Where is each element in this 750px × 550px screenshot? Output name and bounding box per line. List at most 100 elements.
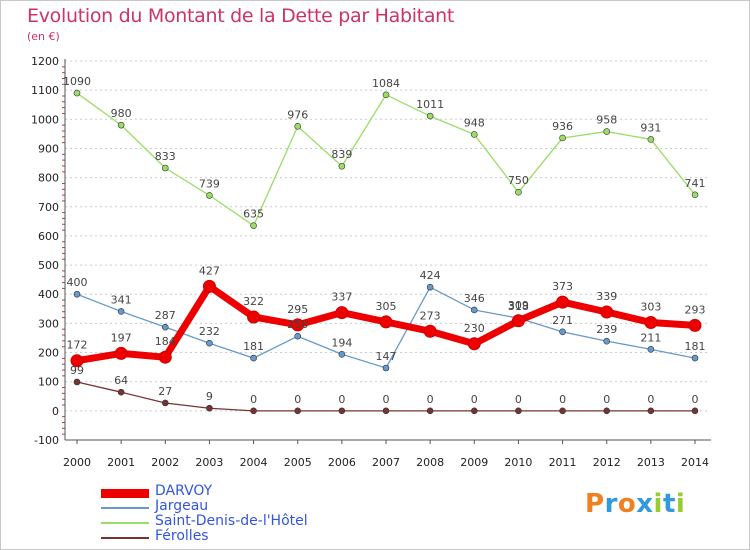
data-label: 427 [199,264,220,277]
data-label: 0 [427,393,434,406]
x-tick-label: 2005 [284,456,312,469]
legend-swatch [101,507,149,509]
y-tick-label: 1000 [31,113,59,126]
legend-label: Saint-Denis-de-l'Hôtel [155,513,308,529]
data-point [647,407,655,415]
data-point [73,378,81,386]
data-point [691,354,699,362]
data-label: 424 [420,269,441,282]
data-point [250,222,257,230]
y-tick-label: 200 [38,347,59,360]
data-label: 147 [376,350,397,363]
data-label: 0 [647,393,654,406]
data-point [158,350,172,364]
data-point [426,407,434,415]
data-point [691,191,699,199]
x-tick-label: 2008 [416,456,444,469]
y-tick-label: 1100 [31,84,59,97]
data-label: 739 [199,177,220,190]
data-point [382,407,390,415]
x-tick-label: 2004 [240,456,268,469]
data-point [250,354,257,362]
data-label: 958 [596,114,617,127]
data-label: 293 [685,303,706,316]
data-point [688,318,702,332]
x-tick-label: 2010 [504,456,532,469]
proxiti-logo: Proxiti [585,489,685,519]
data-label: 194 [331,336,352,349]
data-point [382,91,390,99]
data-label: 287 [155,309,176,322]
data-label: 230 [464,322,485,335]
logo-letter: o [617,489,637,519]
data-label: 9 [206,390,213,403]
series-lines [73,92,699,412]
data-label: 1090 [63,75,91,88]
data-point [117,308,125,315]
data-point [511,314,525,328]
data-point [247,310,261,324]
data-label: 305 [376,300,397,313]
y-tick-label: 900 [38,142,59,155]
data-point [206,192,213,199]
legend-swatch [101,522,149,524]
y-tick-label: -100 [34,434,59,447]
data-point [470,407,478,415]
x-tick-label: 2009 [460,456,488,469]
data-point [559,407,566,415]
data-point [117,121,125,129]
data-point [73,89,81,97]
logo-letter: r [604,489,618,519]
data-label: 750 [508,174,529,187]
x-tick-label: 2003 [195,456,223,469]
data-point [691,407,699,415]
data-label: 948 [464,116,485,129]
y-tick-label: 500 [38,259,59,272]
data-label: 0 [471,393,478,406]
x-tick-label: 2013 [637,456,665,469]
logo-letter: i [653,489,663,519]
data-label: 976 [287,108,308,121]
data-point [161,164,169,172]
x-tick-label: 2011 [549,456,577,469]
data-label: 303 [640,301,661,314]
y-tick-label: 700 [38,201,59,214]
data-point [114,346,128,360]
data-label: 373 [552,280,573,293]
data-point [647,346,655,353]
x-tick-label: 2002 [151,456,179,469]
data-point [644,316,658,330]
data-label: 833 [155,150,176,163]
data-label: 271 [552,314,573,327]
data-point [338,407,346,415]
data-point [515,407,522,415]
data-point [294,332,302,340]
data-label: 181 [685,340,706,353]
data-label: 741 [685,177,706,190]
chart-title: Evolution du Montant de la Dette par Hab… [27,5,455,27]
data-label: 295 [287,303,308,316]
data-point [515,188,522,196]
data-label: 309 [508,299,529,312]
data-point [423,324,437,338]
data-point [161,323,169,331]
data-point [647,136,655,143]
data-point [470,131,478,138]
y-tick-label: 800 [38,172,59,185]
data-point [294,123,302,130]
data-label: 99 [70,364,84,377]
data-point [206,339,213,347]
data-point [467,337,481,351]
x-tick-label: 2000 [63,456,91,469]
data-point [338,350,346,358]
data-point [426,112,434,120]
data-points [70,89,702,415]
data-point [335,306,349,320]
data-label: 839 [331,148,352,161]
logo-letter: t [662,489,676,519]
y-tick-label: 100 [38,376,59,389]
legend-label: Férolles [155,528,209,544]
logo-letter: i [675,489,686,519]
